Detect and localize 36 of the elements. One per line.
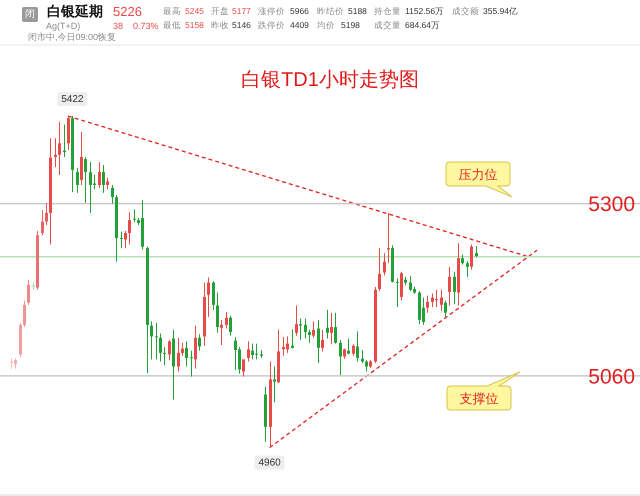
text: 昨收 bbox=[211, 20, 229, 30]
text: Ag(T+D) bbox=[46, 21, 80, 31]
text: 跌停价 bbox=[258, 20, 285, 30]
text: 昨结价 bbox=[317, 6, 344, 16]
text: 5198 bbox=[341, 20, 360, 30]
y-tick-label: 5060 bbox=[588, 365, 635, 388]
text: 持仓量 bbox=[374, 6, 401, 16]
text: 白银延期 bbox=[47, 3, 103, 19]
text: 5177 bbox=[232, 6, 252, 16]
text: 涨停价 bbox=[258, 6, 285, 16]
text: 白银TD1小时走势图 bbox=[241, 69, 419, 91]
text: 0.73% bbox=[133, 21, 159, 31]
annotation: 支撑位 bbox=[460, 391, 498, 406]
y-tick-label: 5300 bbox=[588, 193, 635, 216]
text: 5245 bbox=[185, 6, 204, 16]
text: 5146 bbox=[232, 20, 252, 30]
text: 355.94亿 bbox=[483, 6, 518, 16]
text: 1152.56万 bbox=[405, 6, 444, 16]
text: 5226 bbox=[113, 4, 142, 19]
text: 684.64万 bbox=[405, 20, 440, 30]
text: 5966 bbox=[290, 6, 310, 16]
text: 4409 bbox=[290, 20, 310, 30]
annotation: 4960 bbox=[258, 458, 282, 469]
text: 38 bbox=[113, 21, 124, 31]
text: 均价 bbox=[316, 20, 335, 30]
text: 成交额 bbox=[452, 6, 479, 16]
text: 最高 bbox=[163, 6, 181, 16]
text: 最低 bbox=[163, 20, 181, 30]
text: 成交量 bbox=[374, 20, 401, 30]
text: 开盘 bbox=[211, 6, 229, 16]
annotation: 5422 bbox=[61, 94, 84, 106]
text: 闭市中,今日09:00恢复 bbox=[28, 32, 116, 42]
text: 5188 bbox=[348, 6, 368, 16]
text: 闭 bbox=[25, 8, 35, 20]
annotation: 压力位 bbox=[458, 167, 498, 182]
text: 5158 bbox=[185, 20, 204, 30]
